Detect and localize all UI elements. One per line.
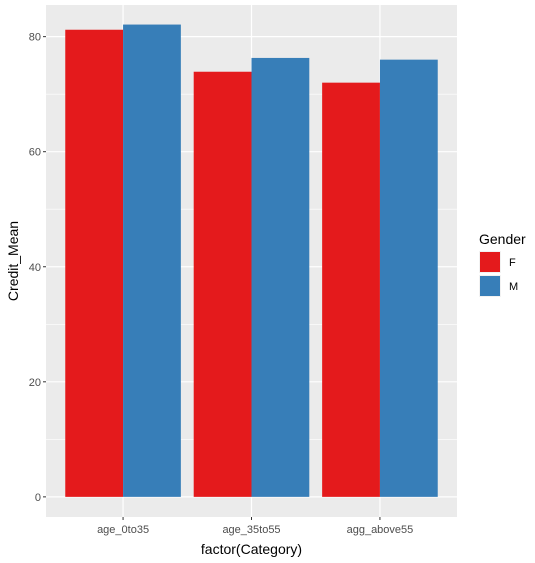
legend-label: F bbox=[509, 257, 516, 269]
legend-label: M bbox=[509, 281, 518, 293]
x-axis-title: factor(Category) bbox=[201, 541, 302, 557]
bar-m-age_35to55 bbox=[251, 57, 310, 497]
x-tick-label: agg_above55 bbox=[347, 524, 414, 536]
legend: Gender FM bbox=[479, 231, 526, 297]
y-tick-label: 20 bbox=[29, 377, 41, 389]
legend-title: Gender bbox=[479, 231, 526, 247]
bar-f-age_35to55 bbox=[193, 71, 252, 497]
legend-key-f bbox=[480, 252, 500, 272]
bar-m-agg_above55 bbox=[379, 59, 438, 497]
bar-f-age_0to35 bbox=[65, 29, 124, 497]
bar-f-agg_above55 bbox=[322, 82, 380, 497]
x-tick-label: age_35to55 bbox=[222, 524, 280, 536]
x-axis: age_0to35 age_35to55 agg_above55 bbox=[97, 517, 413, 536]
bars bbox=[65, 24, 438, 497]
y-tick-label: 80 bbox=[29, 32, 41, 44]
y-tick-label: 60 bbox=[29, 147, 41, 159]
x-tick-label: age_0to35 bbox=[97, 524, 149, 536]
bar-m-age_0to35 bbox=[123, 24, 181, 497]
legend-key-m bbox=[480, 276, 500, 296]
y-axis: 0 20 40 60 80 bbox=[29, 32, 46, 504]
y-tick-label: 0 bbox=[35, 492, 41, 504]
y-tick-label: 40 bbox=[29, 262, 41, 274]
y-axis-title: Credit_Mean bbox=[5, 221, 21, 301]
